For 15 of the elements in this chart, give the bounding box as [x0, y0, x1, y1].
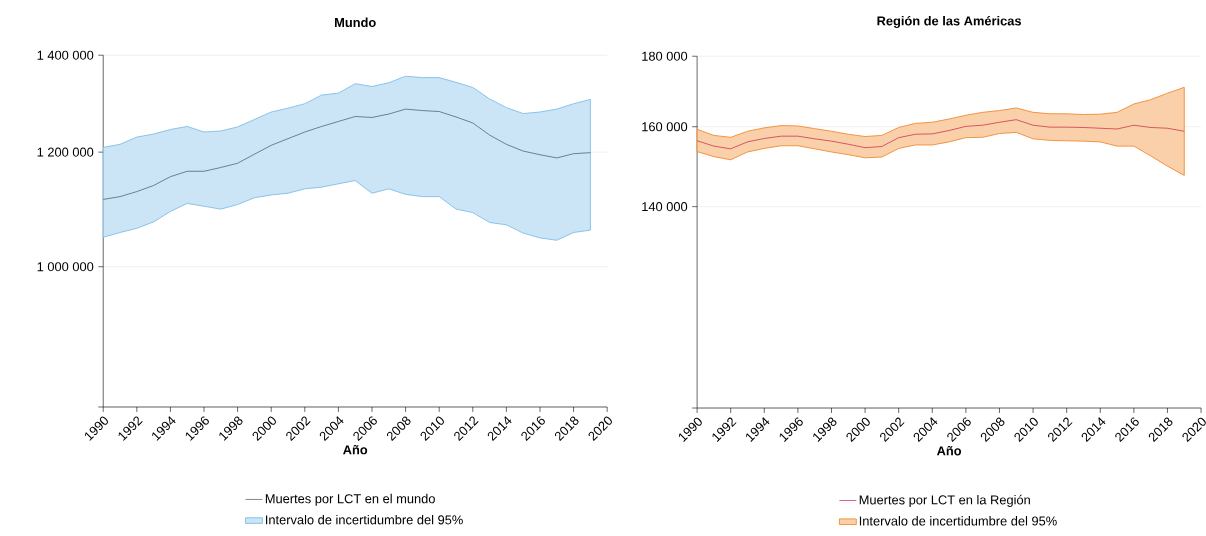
- y-tick-label: 180 000: [642, 51, 688, 61]
- legend-label: Muertes por LCT en la Región: [859, 495, 1030, 508]
- y-tick-label: 160 000: [642, 122, 688, 132]
- y-tick-label: 1 200 000: [37, 147, 94, 157]
- legend-label: Intervalo de incertidumbre del 95%: [266, 515, 463, 525]
- chart-title: Región de las Américas: [877, 16, 1021, 29]
- legend-label: Intervalo de incertidumbre del 95%: [859, 516, 1057, 526]
- y-tick-label: 1 400 000: [37, 50, 94, 60]
- y-tick-label: 1 000 000: [37, 262, 94, 272]
- x-axis-title: Año: [343, 445, 368, 455]
- line-series: [102, 108, 591, 200]
- chart-title: Mundo: [335, 17, 376, 28]
- x-axis-title: Año: [936, 446, 962, 456]
- legend-label: Muertes por LCT en el mundo: [265, 494, 435, 506]
- y-tick-label: 140 000: [642, 202, 688, 212]
